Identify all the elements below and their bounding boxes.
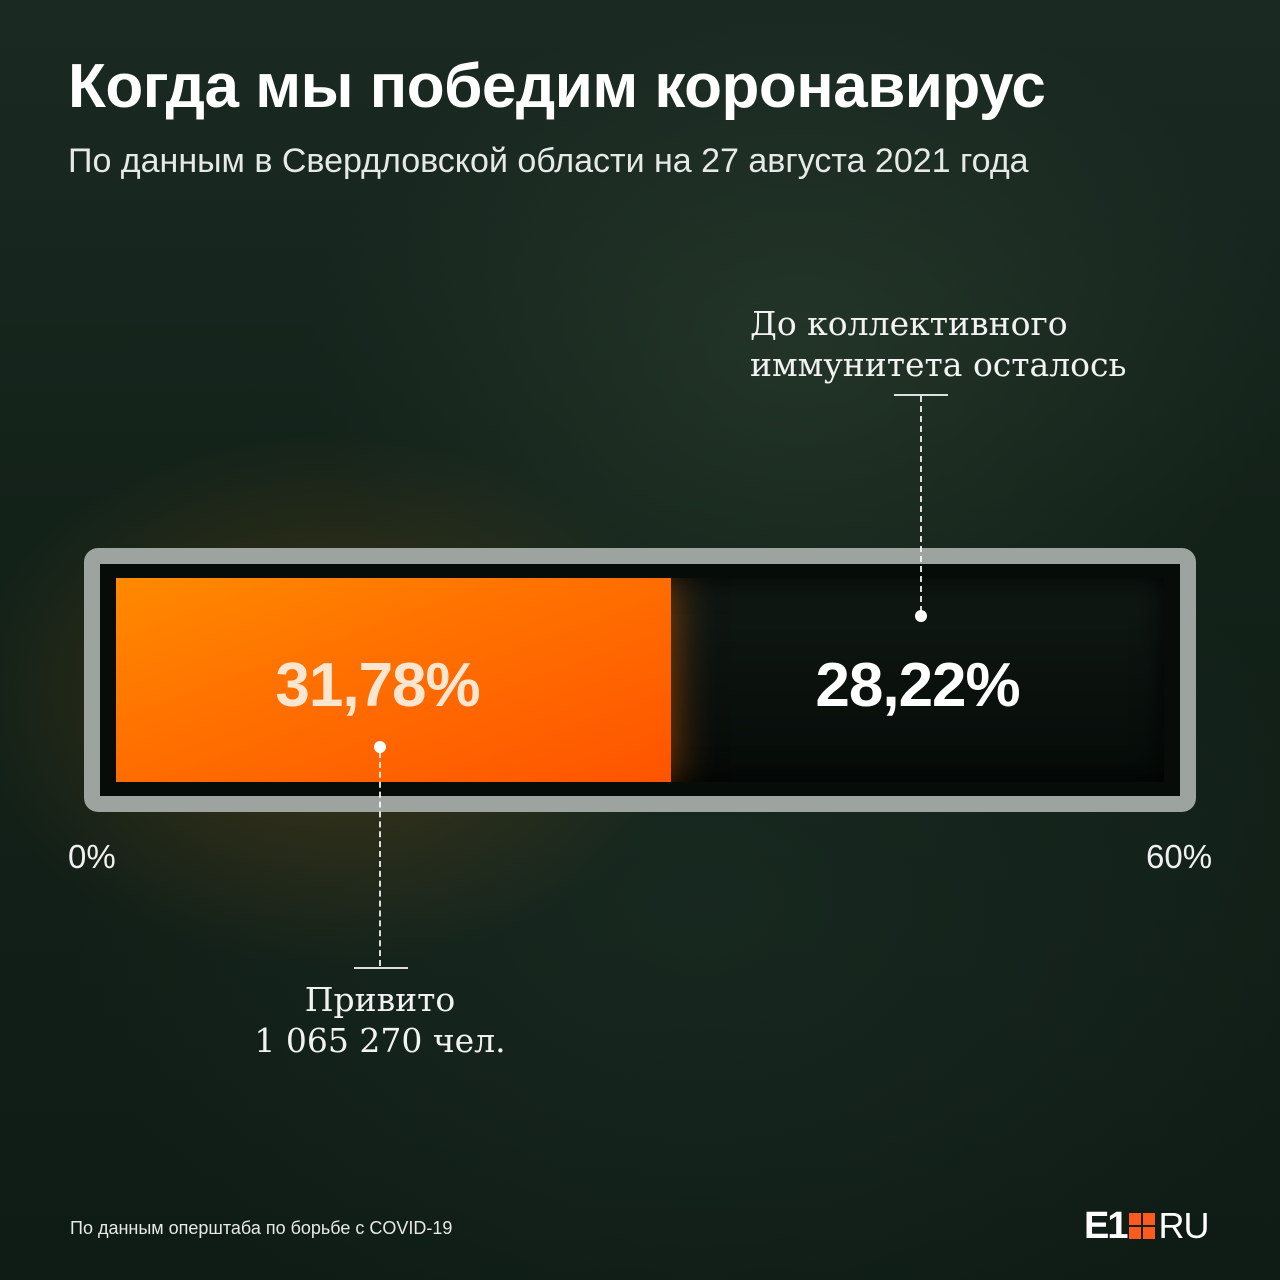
vaccinated-leader-line [379,752,381,966]
progress-bar-frame [84,548,1196,812]
remaining-annotation-line-2: иммунитета осталось [750,345,1127,384]
axis-max-label: 60% [1146,838,1213,875]
remaining-annotation: До коллективного иммунитета осталось [750,303,1127,385]
axis-min-label: 0% [68,838,116,875]
logo-square-icon [1129,1213,1156,1239]
vaccinated-bar-segment [116,578,672,782]
remaining-value-label: 28,22% [815,651,1020,720]
logo-e1-text: E1 [1084,1204,1129,1247]
chart-subtitle: По данным в Свердловской области на 27 а… [68,142,1029,180]
vaccinated-leader-dot [374,741,386,753]
remaining-annotation-line-1: До коллективного [750,304,1068,343]
e1-logo: E1 RU [1084,1204,1209,1247]
vaccinated-annotation-line-1: Привито [304,980,456,1019]
vaccinated-value-label: 31,78% [275,651,480,720]
logo-ru-text: RU [1158,1205,1209,1246]
chart-title: Когда мы победим коронавирус [68,52,1046,121]
progress-bar-track [116,578,1164,782]
remaining-leader-cap [894,394,948,396]
vaccinated-annotation-line-2: 1 065 270 чел. [254,1021,506,1060]
remaining-leader-line [920,396,922,612]
vaccinated-leader-cap [354,967,408,969]
vaccinated-annotation: Привито 1 065 270 чел. [180,979,580,1061]
source-note: По данным оперштаба по борьбе с COVID-19 [70,1218,453,1238]
remaining-leader-dot [915,610,927,622]
